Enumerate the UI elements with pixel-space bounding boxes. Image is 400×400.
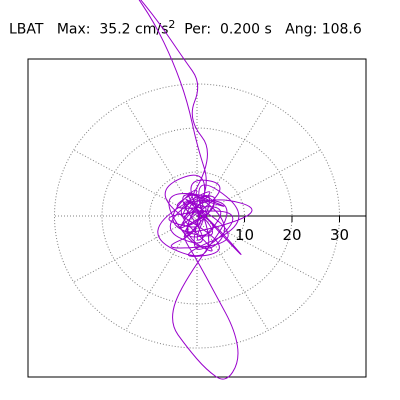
radial-axis: 10 20 30: [197, 215, 366, 244]
radial-tick-label: 30: [330, 226, 349, 244]
grid-spoke: [196, 149, 321, 217]
max-unit-exponent: 2: [168, 18, 176, 31]
grid-spoke: [125, 101, 198, 217]
per-label: Per:: [184, 21, 212, 38]
chart-title: LBAT Max: 35.2 cm/s2 Per: 0.200 s Ang: 1…: [9, 16, 362, 39]
radial-tick-label: 10: [235, 226, 254, 244]
motion-trace-group: [138, 0, 253, 380]
grid-spoke: [196, 101, 269, 217]
radial-tick-label: 20: [282, 226, 301, 244]
motion-trace: [138, 0, 253, 380]
grid-spoke: [196, 215, 321, 283]
station-name: LBAT: [9, 21, 44, 38]
grid-spoke: [73, 215, 198, 283]
ang-value: 108.6: [321, 21, 362, 38]
per-value: 0.200 s: [219, 21, 272, 38]
plot-frame: [27, 58, 367, 378]
max-value: 35.2: [99, 21, 131, 38]
ang-label: Ang:: [285, 21, 318, 38]
grid-spoke: [73, 149, 198, 217]
max-label: Max:: [56, 21, 91, 38]
